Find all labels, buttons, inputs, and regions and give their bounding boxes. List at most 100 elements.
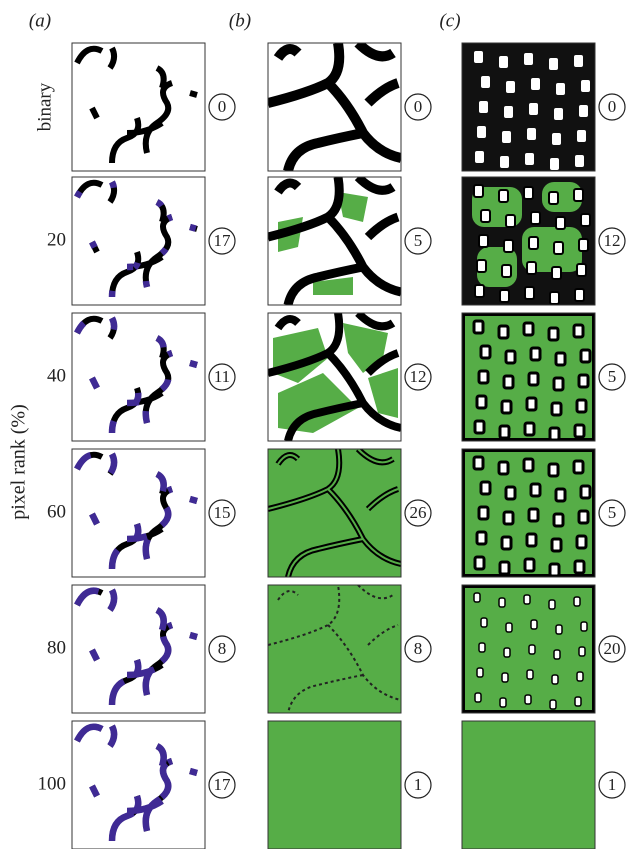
count: 0 — [414, 97, 423, 116]
blob — [475, 285, 484, 297]
panel — [268, 721, 401, 849]
panel-bg — [72, 449, 205, 577]
blob — [524, 187, 533, 199]
blob — [554, 378, 563, 390]
blob — [574, 189, 583, 201]
blob — [500, 698, 506, 707]
blob — [474, 593, 480, 602]
blob — [524, 53, 533, 65]
blob — [577, 672, 583, 681]
blob — [577, 400, 586, 412]
blob — [554, 650, 560, 659]
blob — [581, 622, 587, 631]
blob — [581, 350, 590, 362]
blob — [500, 156, 509, 168]
panel — [72, 177, 205, 305]
blob — [550, 428, 559, 440]
blob — [579, 239, 588, 251]
count: 1 — [608, 775, 617, 794]
blob — [579, 647, 585, 656]
blob — [527, 262, 536, 274]
blob — [531, 212, 540, 224]
panel — [462, 313, 595, 441]
row-label: 20 — [47, 229, 66, 250]
blob — [581, 214, 590, 226]
blob — [550, 158, 559, 170]
blob — [504, 512, 513, 524]
blob — [479, 507, 488, 519]
panel-bg — [72, 177, 205, 305]
count: 17 — [214, 775, 232, 794]
blob — [575, 425, 584, 437]
blob — [574, 325, 583, 337]
blob — [502, 537, 511, 549]
blob — [475, 557, 484, 569]
row-label: 100 — [38, 773, 67, 794]
axis-label: pixel rank (%) — [8, 404, 30, 520]
blob — [574, 461, 583, 473]
blob — [552, 267, 561, 279]
blob — [479, 235, 488, 247]
blob — [549, 328, 558, 340]
blob — [579, 511, 588, 523]
blob — [556, 353, 565, 365]
blob — [479, 371, 488, 383]
count: 26 — [410, 503, 427, 522]
blob — [577, 130, 586, 142]
blob — [549, 192, 558, 204]
blob — [556, 489, 565, 501]
blob — [550, 564, 559, 576]
count: 5 — [608, 367, 617, 386]
panel — [72, 449, 205, 577]
blob — [527, 128, 536, 140]
blob — [579, 105, 588, 117]
blob — [499, 56, 508, 68]
blob — [577, 536, 586, 548]
blob — [581, 486, 590, 498]
row-label: 80 — [47, 637, 66, 658]
blob — [554, 108, 563, 120]
blob — [506, 623, 512, 632]
blob — [481, 346, 490, 358]
blob — [575, 697, 581, 706]
blob — [504, 106, 513, 118]
blob — [481, 76, 490, 88]
panel-bg — [72, 313, 205, 441]
blob — [504, 240, 513, 252]
blob — [529, 509, 538, 521]
blob — [581, 80, 590, 92]
panel — [72, 43, 205, 171]
count: 0 — [218, 97, 227, 116]
blob — [481, 210, 490, 222]
panel — [268, 177, 401, 305]
blob — [477, 126, 486, 138]
count: 12 — [604, 231, 621, 250]
blob — [474, 51, 483, 63]
blob — [481, 618, 487, 627]
count: 15 — [214, 503, 231, 522]
blob — [500, 290, 509, 302]
blob — [552, 133, 561, 145]
blob — [524, 459, 533, 471]
panel — [268, 313, 401, 441]
blob — [474, 185, 483, 197]
count: 8 — [414, 639, 423, 658]
blob — [477, 532, 486, 544]
panel — [462, 177, 595, 305]
blob — [474, 457, 483, 469]
blob — [524, 323, 533, 335]
column-label: (c) — [439, 10, 460, 31]
blob — [554, 514, 563, 526]
count: 20 — [604, 639, 621, 658]
blob — [479, 101, 488, 113]
figure: pixel rank (%) (a)(b)(c)binary2040608010… — [0, 0, 635, 849]
count: 17 — [214, 231, 232, 250]
panel — [462, 585, 595, 713]
blob — [552, 539, 561, 551]
blob — [500, 426, 509, 438]
blob — [504, 376, 513, 388]
blob — [499, 598, 505, 607]
blob — [477, 260, 486, 272]
blob — [502, 131, 511, 143]
count: 1 — [414, 775, 423, 794]
